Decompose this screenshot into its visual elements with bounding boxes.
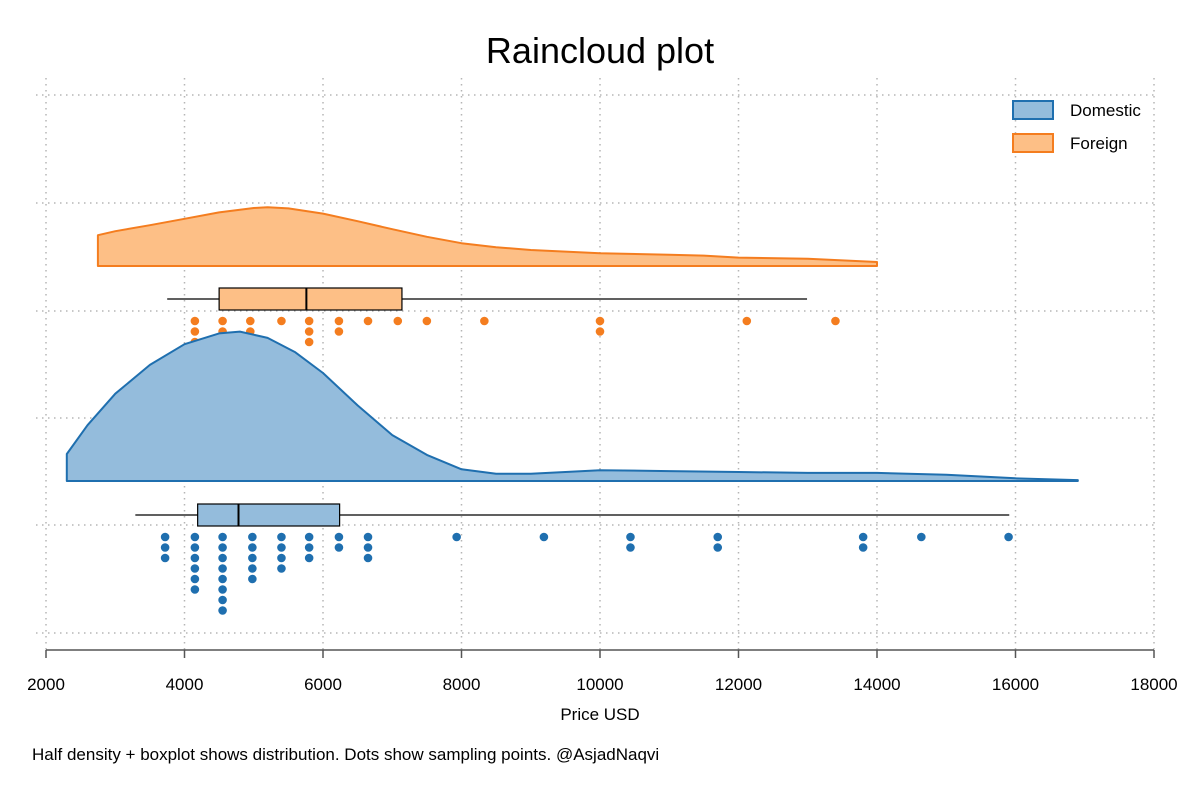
sample-dot — [218, 585, 227, 594]
sample-dot — [160, 543, 170, 552]
chart-title: Raincloud plot — [486, 30, 714, 71]
x-tick-label: 8000 — [443, 675, 481, 694]
sample-dot — [218, 606, 227, 615]
sample-dot — [190, 316, 200, 326]
sample-dot — [858, 543, 868, 552]
sample-dot — [334, 327, 344, 336]
sample-dot — [452, 532, 461, 542]
sample-dot — [917, 532, 926, 542]
sample-dot — [218, 543, 227, 552]
density-domestic — [65, 330, 1079, 482]
x-axis-title: Price USD — [560, 705, 639, 724]
sample-dot — [245, 316, 255, 326]
sample-dot — [363, 532, 373, 542]
sample-dot — [218, 532, 227, 542]
sample-dot — [277, 543, 286, 552]
sample-dot — [304, 316, 314, 326]
sample-dot — [190, 532, 200, 542]
x-tick-label: 2000 — [27, 675, 65, 694]
sample-dot — [334, 543, 344, 552]
sample-dot — [363, 543, 373, 552]
x-tick-label: 18000 — [1130, 675, 1177, 694]
sample-dot — [595, 316, 605, 326]
sample-dot — [277, 553, 286, 563]
legend-label-foreign: Foreign — [1070, 134, 1128, 153]
sample-dot — [218, 316, 227, 326]
sample-dot — [480, 316, 489, 326]
legend-swatch-domestic — [1012, 100, 1054, 120]
sample-dot — [218, 574, 227, 584]
sample-dot — [218, 564, 227, 573]
sample-dot — [713, 532, 723, 542]
sample-dot — [277, 316, 286, 326]
sample-dot — [218, 595, 227, 605]
sample-dot — [422, 316, 432, 326]
sample-dot — [831, 316, 840, 326]
sample-dot — [190, 574, 200, 584]
sample-dot — [248, 532, 257, 542]
series-domestic — [65, 330, 1079, 615]
x-tick-label: 12000 — [715, 675, 762, 694]
sample-dot — [277, 564, 286, 573]
sample-dot — [190, 564, 200, 573]
sample-dot — [218, 553, 227, 563]
sample-dot — [190, 327, 200, 336]
sample-dot — [1004, 532, 1013, 542]
sample-dot — [363, 316, 373, 326]
legend-swatch-foreign — [1012, 133, 1054, 153]
legend: Domestic Foreign — [1012, 100, 1141, 153]
density-foreign — [96, 206, 878, 267]
sample-dot — [626, 543, 635, 552]
series-layer — [65, 206, 1079, 615]
x-tick-label: 14000 — [853, 675, 900, 694]
sample-dot — [539, 532, 549, 542]
sample-dot — [248, 543, 257, 552]
sample-dot — [626, 532, 635, 542]
series-foreign — [96, 206, 878, 347]
sample-dot — [713, 543, 723, 552]
sample-dot — [393, 316, 403, 326]
sample-dot — [160, 553, 170, 563]
x-tick-label: 16000 — [992, 675, 1039, 694]
sample-dot — [595, 327, 605, 336]
sample-dot — [304, 543, 314, 552]
sample-dot — [858, 532, 868, 542]
legend-label-domestic: Domestic — [1070, 101, 1141, 120]
sample-dot — [304, 553, 314, 563]
chart-note: Half density + boxplot shows distributio… — [32, 745, 659, 764]
sample-dot — [248, 553, 257, 563]
x-axis: 2000 4000 6000 8000 10000 12000 14000 16000 1800… — [27, 649, 1178, 694]
sample-dot — [304, 327, 314, 336]
sample-dot — [190, 553, 200, 563]
x-tick-label: 10000 — [576, 675, 623, 694]
sample-dot — [248, 564, 257, 573]
sample-dot — [742, 316, 752, 326]
sample-dot — [277, 532, 286, 542]
sample-dot — [334, 316, 344, 326]
sample-dot — [190, 543, 200, 552]
x-tick-label: 6000 — [304, 675, 342, 694]
x-tick-label: 4000 — [166, 675, 204, 694]
sample-dot — [248, 574, 257, 584]
sample-dot — [304, 337, 314, 347]
sample-dot — [304, 532, 314, 542]
sample-dot — [190, 585, 200, 594]
sample-dot — [363, 553, 373, 563]
box-iqr — [197, 503, 341, 527]
box-iqr — [218, 287, 403, 311]
sample-dot — [334, 532, 344, 542]
sample-dot — [160, 532, 170, 542]
